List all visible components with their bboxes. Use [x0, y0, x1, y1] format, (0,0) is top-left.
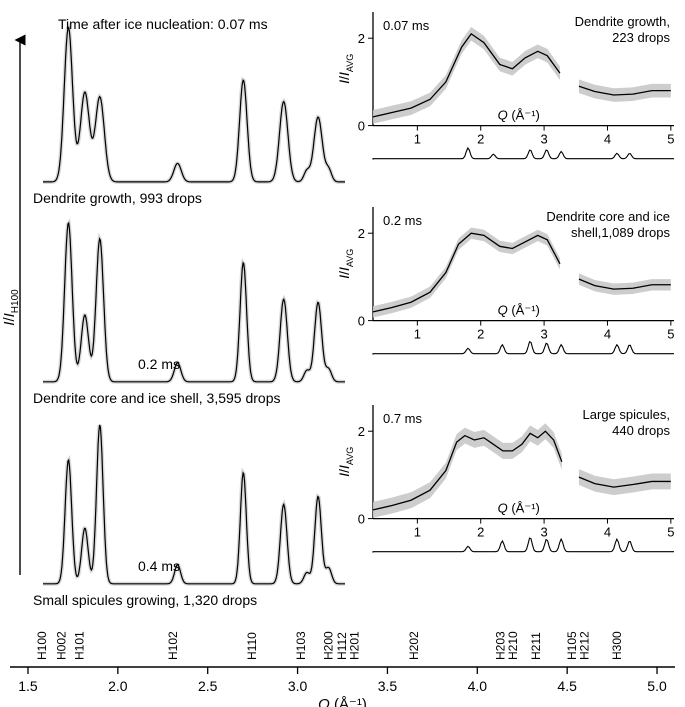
- right-panel-2-stage2: shell,1,089 drops: [571, 225, 671, 240]
- right-panel-1-xlabel: Q (Å⁻¹): [498, 108, 540, 123]
- hkl-label: H210: [506, 631, 520, 660]
- right-panel-3-stage1: Large spicules,: [583, 407, 670, 422]
- right-panel-3-xtick: 3: [540, 525, 547, 540]
- left-panel-3-time-label: 0.4 ms: [138, 558, 180, 574]
- right-panel-2-ytick: 2: [358, 226, 365, 241]
- left-panel-2-band: [43, 223, 345, 382]
- bottom-tick-label: 2.0: [108, 678, 128, 694]
- right-panel-3-xtick: 4: [604, 525, 611, 540]
- right-panel-3-xtick: 1: [414, 525, 421, 540]
- right-panel-3-ylabel: I/IAVG: [336, 447, 355, 477]
- hkl-label: H300: [610, 631, 624, 660]
- figure-svg: 1.5 2.0 2.5 3.0 3.5 4.0 4.5 5.0 Q (Å⁻¹) H100 H002 H…: [0, 0, 685, 707]
- right-panel-2-xtick: 5: [667, 327, 674, 342]
- right-panel-3-xtick: 2: [477, 525, 484, 540]
- hkl-label: H202: [407, 631, 421, 660]
- hkl-label: H101: [73, 631, 87, 660]
- left-panel-1-time-label: Time after ice nucleation: 0.07 ms: [58, 16, 268, 32]
- right-panel-1-ylabel: I/IAVG: [336, 54, 355, 84]
- right-panel-1-ytick: 2: [358, 31, 365, 46]
- hkl-label: H200: [322, 631, 336, 660]
- hkl-label: H110: [245, 632, 259, 660]
- right-panel-1-stage1: Dendrite growth,: [575, 14, 670, 29]
- right-panel-2-xtick: 3: [540, 327, 547, 342]
- bottom-tick-label: 4.5: [557, 678, 577, 694]
- left-panel-3-band: [43, 425, 345, 584]
- left-panel-2-caption: Dendrite core and ice shell, 3,595 drops: [33, 390, 280, 406]
- left-panel-3-caption: Small spicules growing, 1,320 drops: [33, 592, 257, 608]
- bottom-tick-label: 2.5: [198, 678, 218, 694]
- right-panel-3-xtick: 5: [667, 525, 674, 540]
- right-panel-1-xtick: 1: [414, 132, 421, 147]
- right-panel-3-time: 0.7 ms: [383, 411, 423, 426]
- left-panel-2-curve: [43, 223, 345, 382]
- right-panel-1-residual: [373, 148, 674, 160]
- right-panel-1-xtick: 4: [604, 132, 611, 147]
- bottom-tick-label: 4.0: [468, 678, 488, 694]
- bottom-tick-label: 3.5: [378, 678, 398, 694]
- y-axis-label: I/IH100: [1, 289, 21, 326]
- bottom-tick-label: 5.0: [647, 678, 667, 694]
- hkl-label: H201: [348, 631, 362, 660]
- right-panel-3-residual: [373, 538, 674, 553]
- right-panel-2-xtick: 2: [477, 327, 484, 342]
- right-panel-2-stage1: Dendrite core and ice: [546, 209, 670, 224]
- right-panel-3-xlabel: Q (Å⁻¹): [498, 501, 540, 516]
- left-panel-1-band: [43, 28, 345, 182]
- right-panel-2-time: 0.2 ms: [383, 213, 423, 228]
- hkl-label: H212: [578, 631, 592, 660]
- hkl-label: H103: [294, 631, 308, 660]
- hkl-label: H102: [166, 631, 180, 660]
- right-panel-1-xtick: 5: [667, 132, 674, 147]
- right-panel-2-ylabel: I/IAVG: [336, 249, 355, 279]
- right-panel-3-stage2: 440 drops: [612, 423, 670, 438]
- left-panel-1-caption: Dendrite growth, 993 drops: [33, 190, 202, 206]
- hkl-label: H211: [529, 632, 543, 660]
- right-panel-1-xtick: 2: [477, 132, 484, 147]
- right-panel-2-residual: [373, 342, 674, 355]
- hkl-label: H100: [35, 631, 49, 660]
- right-panel-1-ytick: 0: [358, 119, 365, 134]
- bottom-axis-label: Q (Å⁻¹): [318, 696, 367, 707]
- figure-root: 1.5 2.0 2.5 3.0 3.5 4.0 4.5 5.0 Q (Å⁻¹) H100 H002 H…: [0, 0, 685, 707]
- right-panel-3-ytick: 0: [358, 512, 365, 527]
- right-panel-1-time: 0.07 ms: [383, 18, 430, 33]
- right-panel-2-ytick: 0: [358, 314, 365, 329]
- bottom-tick-label: 3.0: [288, 678, 308, 694]
- right-panel-1-xtick: 3: [540, 132, 547, 147]
- right-panel-3-ytick: 2: [358, 424, 365, 439]
- right-panel-1-stage2: 223 drops: [612, 30, 670, 45]
- right-panel-2-xtick: 4: [604, 327, 611, 342]
- bottom-tick-label: 1.5: [18, 678, 38, 694]
- right-panel-2-xlabel: Q (Å⁻¹): [498, 303, 540, 318]
- left-panel-2-time-label: 0.2 ms: [138, 356, 180, 372]
- right-panel-2-xtick: 1: [414, 327, 421, 342]
- hkl-label: H002: [55, 631, 69, 660]
